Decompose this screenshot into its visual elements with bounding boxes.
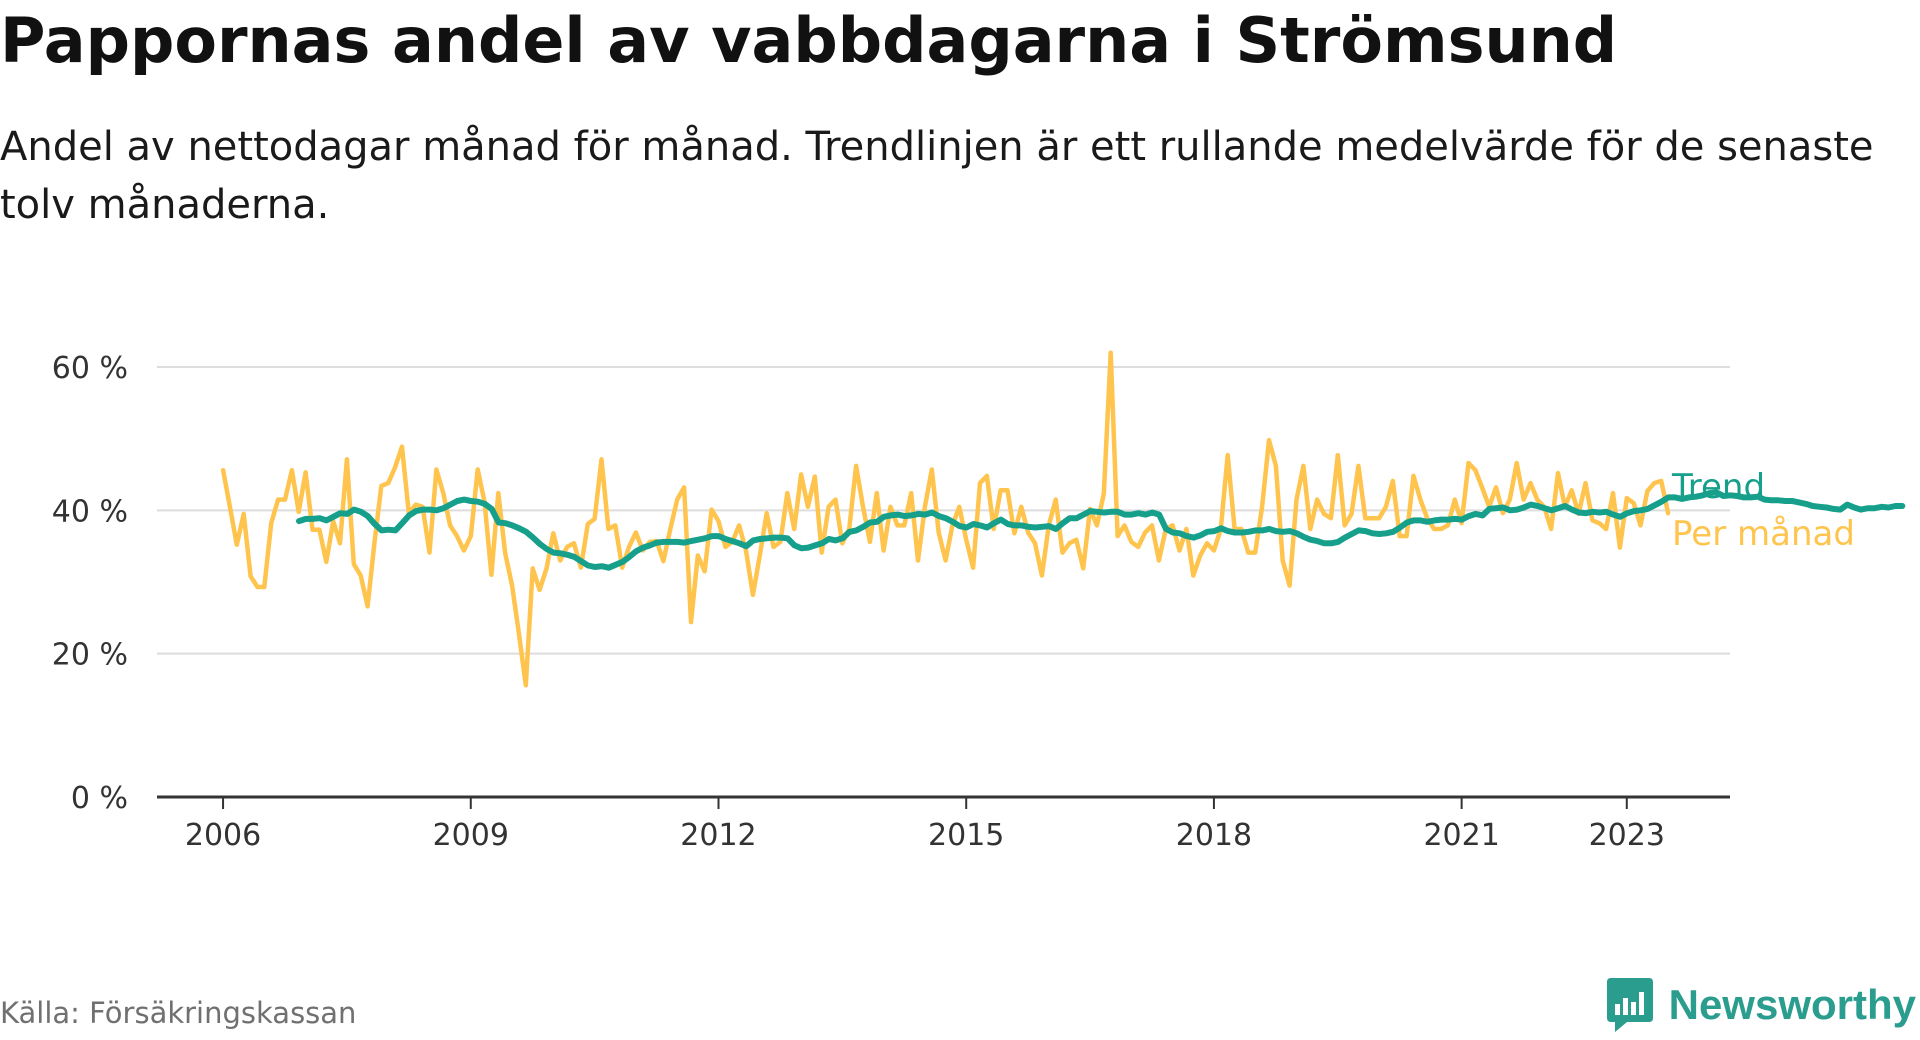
x-tick-label: 2021	[1423, 818, 1499, 853]
series-line-monthly	[220, 350, 1671, 688]
x-tick-label: 2009	[433, 818, 509, 853]
newsworthy-logo-icon	[1606, 978, 1653, 1032]
legend-label-trend: Trend	[1671, 467, 1765, 507]
x-tick-label: 2023	[1589, 818, 1665, 853]
y-tick-label: 20 %	[52, 638, 128, 673]
chart-title: Pappornas andel av vabbdagarna i Strömsu…	[0, 4, 1618, 77]
brand-name: Newsworthy	[1668, 981, 1916, 1028]
y-tick-label: 0 %	[71, 781, 128, 816]
x-tick-label: 2018	[1176, 818, 1252, 853]
y-tick-label: 40 %	[52, 494, 128, 529]
y-tick-label: 60 %	[52, 351, 128, 386]
y-axis-ticks: 0 % 20 % 40 % 60 %	[52, 351, 128, 816]
chart-subtitle: Andel av nettodagar månad för månad. Tre…	[0, 124, 1874, 228]
legend: Trend Per månad	[1671, 467, 1855, 554]
legend-label-monthly: Per månad	[1672, 514, 1855, 554]
x-tick-label: 2015	[928, 818, 1004, 853]
source-note: Källa: Försäkringskassan	[0, 996, 357, 1030]
brand-logo: Newsworthy	[1605, 976, 1916, 1034]
x-axis-ticks: 2006 2009 2012 2015 2018 2021 2023	[157, 795, 1730, 853]
x-tick-label: 2006	[185, 818, 261, 853]
x-tick-label: 2012	[680, 818, 756, 853]
series-line-trend	[296, 489, 1906, 571]
series-group	[220, 350, 1906, 688]
